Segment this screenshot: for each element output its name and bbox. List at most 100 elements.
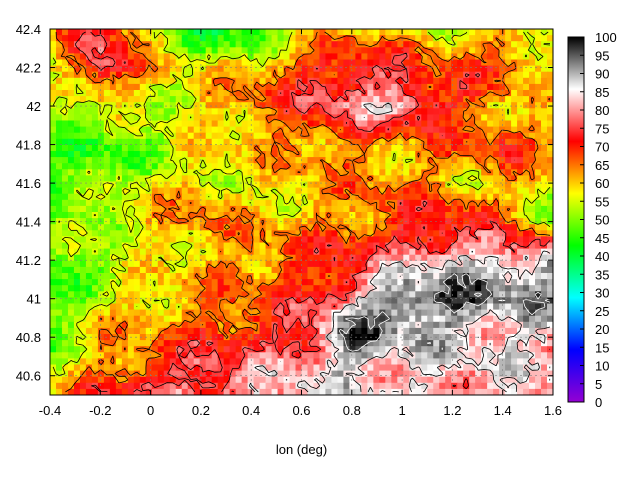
heatmap-cell [397, 181, 404, 189]
heatmap-cell [97, 340, 105, 347]
heatmap-cell [415, 236, 422, 244]
heatmap-cell [541, 315, 548, 323]
heatmap-cell [463, 260, 470, 268]
heatmap-cell [499, 108, 506, 115]
heatmap-cell [385, 376, 392, 384]
heatmap-cell [187, 102, 195, 109]
heatmap-cell [331, 151, 339, 158]
heatmap-cell [397, 205, 404, 213]
heatmap-cell [505, 248, 512, 256]
heatmap-cell [481, 321, 488, 329]
heatmap-cell [97, 309, 105, 317]
heatmap-cell [511, 77, 518, 85]
heatmap-cell [523, 41, 530, 48]
heatmap-cell [97, 138, 105, 146]
heatmap-cell [505, 273, 512, 280]
heatmap-cell [457, 29, 464, 36]
heatmap-cell [211, 388, 219, 395]
heatmap-cell [145, 77, 153, 85]
heatmap-cell [193, 41, 201, 48]
heatmap-cell [541, 120, 548, 128]
heatmap-cell [325, 102, 333, 109]
heatmap-cell [547, 120, 553, 128]
heatmap-cell [253, 303, 261, 311]
heatmap-cell [313, 364, 321, 372]
heatmap-cell [247, 327, 255, 335]
heatmap-cell [205, 205, 213, 213]
heatmap-cell [79, 35, 87, 42]
heatmap-cell [511, 120, 518, 128]
heatmap-cell [415, 285, 422, 292]
heatmap-cell [541, 187, 548, 195]
heatmap-cell [391, 47, 398, 54]
heatmap-cell [169, 83, 177, 91]
heatmap-cell [289, 382, 297, 390]
heatmap-cell [121, 309, 129, 317]
heatmap-cell [349, 212, 356, 219]
heatmap-cell [235, 132, 243, 140]
heatmap-cell [169, 138, 177, 146]
heatmap-cell [385, 285, 392, 292]
heatmap-cell [235, 151, 243, 158]
heatmap-cell [493, 266, 500, 274]
heatmap-cell [427, 144, 434, 152]
heatmap-cell [109, 260, 117, 268]
heatmap-cell [295, 273, 303, 280]
heatmap-cell [169, 352, 177, 359]
heatmap-cell [355, 181, 362, 189]
heatmap-cell [175, 102, 183, 109]
heatmap-cell [103, 199, 111, 207]
heatmap-cell [385, 340, 392, 347]
heatmap-cell [475, 297, 482, 305]
heatmap-cell [331, 273, 339, 280]
heatmap-cell [253, 291, 261, 298]
heatmap-cell [145, 224, 153, 231]
heatmap-cell [385, 53, 392, 61]
heatmap-cell [277, 193, 285, 201]
heatmap-cell [511, 260, 518, 268]
heatmap-cell [349, 151, 356, 158]
heatmap-cell [229, 248, 237, 256]
heatmap-cell [283, 132, 291, 140]
heatmap-cell [301, 144, 309, 152]
heatmap-cell [205, 151, 213, 158]
heatmap-cell [355, 297, 362, 305]
heatmap-cell [235, 53, 243, 61]
heatmap-cell [535, 327, 542, 335]
heatmap-cell [403, 321, 410, 329]
heatmap-cell [91, 321, 99, 329]
heatmap-cell [475, 376, 482, 384]
heatmap-cell [421, 273, 428, 280]
heatmap-cell [211, 29, 219, 36]
heatmap-cell [307, 175, 315, 183]
heatmap-cell [253, 35, 261, 42]
heatmap-cell [445, 218, 452, 225]
heatmap-cell [157, 35, 165, 42]
heatmap-cell [379, 205, 386, 213]
heatmap-cell [457, 41, 464, 48]
heatmap-cell [259, 47, 267, 54]
heatmap-cell [223, 29, 231, 36]
heatmap-cell [97, 248, 105, 256]
heatmap-cell [175, 108, 183, 115]
heatmap-cell [469, 297, 476, 305]
heatmap-cell [427, 181, 434, 189]
heatmap-cell [409, 53, 416, 61]
heatmap-cell [133, 193, 141, 201]
heatmap-cell [415, 193, 422, 201]
heatmap-cell [379, 77, 386, 85]
heatmap-cell [403, 376, 410, 384]
heatmap-cell [379, 47, 386, 54]
heatmap-cell [343, 90, 351, 97]
heatmap-cell [61, 358, 69, 366]
heatmap-cell [55, 169, 63, 176]
heatmap-cell [223, 205, 231, 213]
heatmap-cell [547, 297, 553, 305]
heatmap-cell [391, 370, 398, 378]
heatmap-cell [355, 199, 362, 207]
heatmap-cell [427, 59, 434, 67]
heatmap-cell [217, 41, 225, 48]
heatmap-cell [493, 138, 500, 146]
heatmap-cell [50, 157, 57, 164]
heatmap-cell [289, 83, 297, 91]
